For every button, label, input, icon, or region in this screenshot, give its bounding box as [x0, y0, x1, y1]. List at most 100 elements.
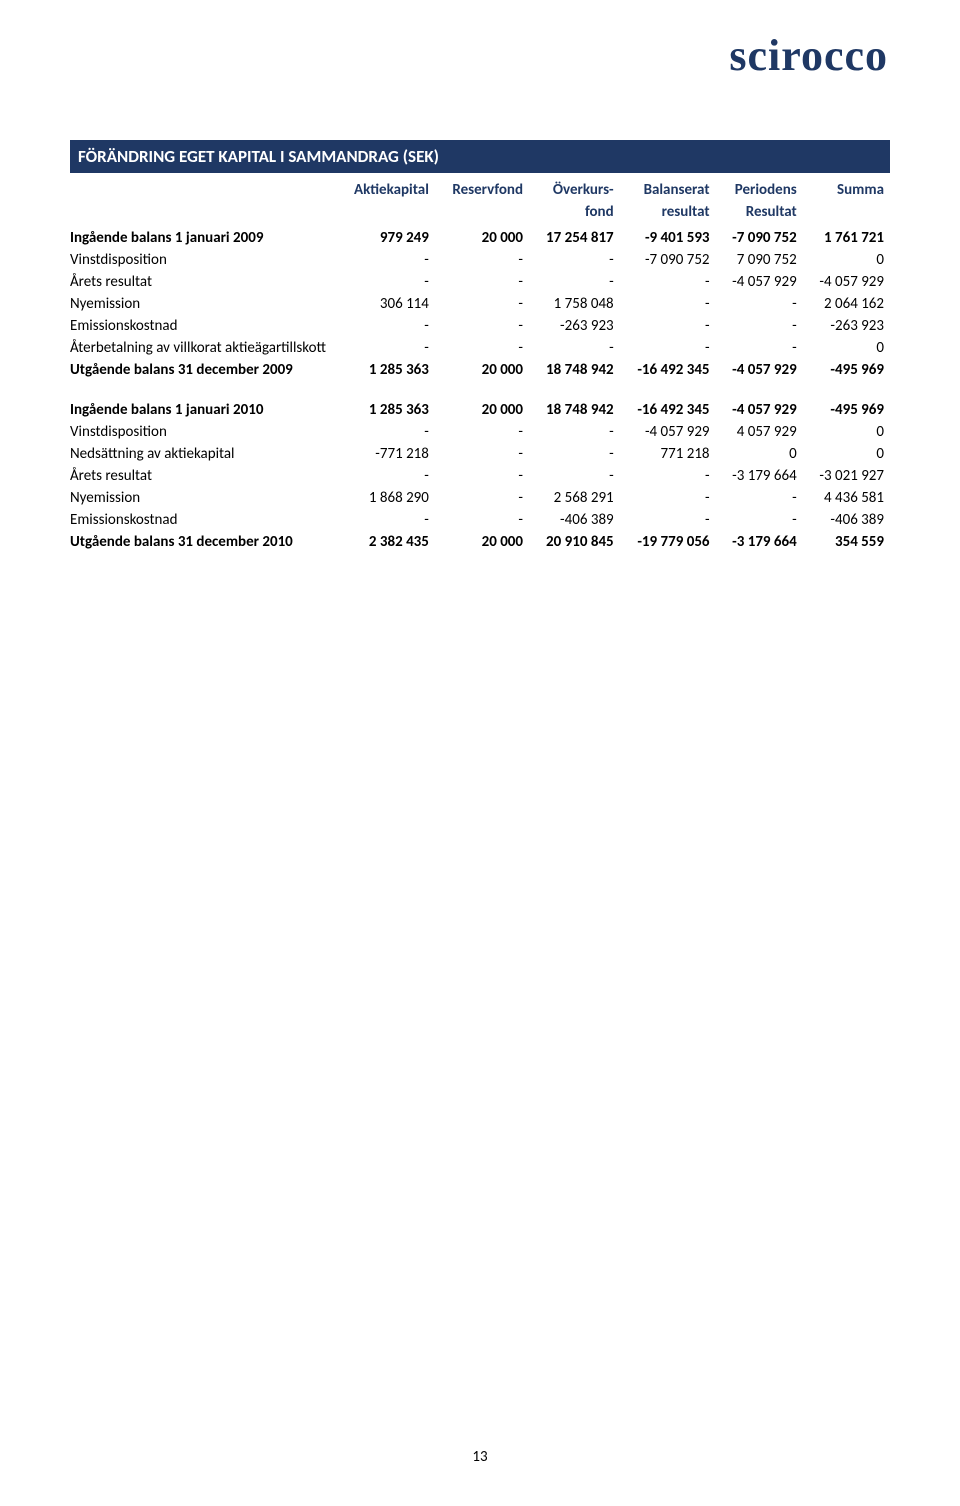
col-header-text: Periodens [735, 181, 797, 199]
col-subheader [435, 201, 529, 223]
cell-value: - [336, 509, 435, 531]
cell-value: 0 [803, 337, 890, 359]
col-subheader-text: Resultat [746, 203, 797, 221]
table-row: Årets resultat-----4 057 929-4 057 929 [70, 271, 890, 293]
brand-logo: scirocco [729, 30, 888, 81]
cell-value: 1 761 721 [803, 227, 890, 249]
cell-value: - [529, 443, 620, 465]
cell-value: - [620, 337, 716, 359]
cell-value: 20 000 [435, 359, 529, 381]
cell-value: 18 748 942 [529, 359, 620, 381]
cell-value: - [529, 421, 620, 443]
cell-value: - [336, 421, 435, 443]
cell-value: -7 090 752 [620, 249, 716, 271]
cell-value: - [435, 421, 529, 443]
col-header-text: Överkurs- [553, 181, 614, 199]
cell-value: - [435, 337, 529, 359]
cell-value: - [620, 315, 716, 337]
table-row: Ingående balans 1 januari 20101 285 3632… [70, 399, 890, 421]
col-subheader [803, 201, 890, 223]
row-label: Vinstdisposition [70, 421, 336, 443]
cell-value: -19 779 056 [620, 531, 716, 553]
cell-value: 1 285 363 [336, 359, 435, 381]
table-row: Utgående balans 31 december 20102 382 43… [70, 531, 890, 553]
cell-value: 20 000 [435, 531, 529, 553]
cell-value: 20 000 [435, 399, 529, 421]
col-header-text: Reservfond [452, 181, 523, 199]
cell-value: 7 090 752 [716, 249, 803, 271]
cell-value: - [716, 487, 803, 509]
col-subheader: resultat [620, 201, 716, 223]
section-title: FÖRÄNDRING EGET KAPITAL I SAMMANDRAG (SE… [70, 140, 890, 173]
cell-value: 4 057 929 [716, 421, 803, 443]
table-row: Utgående balans 31 december 20091 285 36… [70, 359, 890, 381]
cell-value: - [529, 465, 620, 487]
cell-value: 0 [803, 421, 890, 443]
cell-value: -3 179 664 [716, 531, 803, 553]
col-subheader-text: resultat [662, 203, 710, 221]
cell-value: -495 969 [803, 359, 890, 381]
cell-value: - [435, 315, 529, 337]
cell-value: 1 868 290 [336, 487, 435, 509]
cell-value: 354 559 [803, 531, 890, 553]
row-label: Årets resultat [70, 465, 336, 487]
page-number: 13 [0, 1448, 960, 1466]
cell-value: - [336, 465, 435, 487]
row-label: Årets resultat [70, 271, 336, 293]
cell-value: -7 090 752 [716, 227, 803, 249]
cell-value: - [435, 465, 529, 487]
cell-value: -16 492 345 [620, 359, 716, 381]
table-row: Emissionskostnad---263 923---263 923 [70, 315, 890, 337]
col-header-text: Summa [837, 181, 884, 199]
col-subheader: Resultat [716, 201, 803, 223]
cell-value: - [435, 509, 529, 531]
cell-value: 979 249 [336, 227, 435, 249]
cell-value: 2 064 162 [803, 293, 890, 315]
col-subheader: fond [529, 201, 620, 223]
table-row: Ingående balans 1 januari 2009979 24920 … [70, 227, 890, 249]
equity-change-table: Aktiekapital Reservfond Överkurs- Balans… [70, 179, 890, 553]
row-label: Nedsättning av aktiekapital [70, 443, 336, 465]
cell-value: - [435, 249, 529, 271]
cell-value: - [529, 337, 620, 359]
cell-value: 2 382 435 [336, 531, 435, 553]
page: scirocco FÖRÄNDRING EGET KAPITAL I SAMMA… [0, 0, 960, 1506]
cell-value: - [716, 337, 803, 359]
row-label: Nyemission [70, 487, 336, 509]
table-body: Ingående balans 1 januari 2009979 24920 … [70, 227, 890, 553]
row-label: Emissionskostnad [70, 315, 336, 337]
cell-value: -16 492 345 [620, 399, 716, 421]
cell-value: - [435, 293, 529, 315]
col-header: Balanserat [620, 179, 716, 201]
col-subheader-text: fond [585, 203, 614, 221]
cell-value: -4 057 929 [803, 271, 890, 293]
cell-value: - [336, 337, 435, 359]
col-header: Summa [803, 179, 890, 201]
cell-value: -4 057 929 [716, 399, 803, 421]
col-header: Reservfond [435, 179, 529, 201]
table-row: Återbetalning av villkorat aktieägartill… [70, 337, 890, 359]
table-row: Emissionskostnad---406 389---406 389 [70, 509, 890, 531]
row-label: Återbetalning av villkorat aktieägartill… [70, 337, 336, 359]
cell-value: -406 389 [803, 509, 890, 531]
cell-value: 20 000 [435, 227, 529, 249]
cell-value: - [620, 293, 716, 315]
col-header-text: Balanserat [644, 181, 710, 199]
cell-value: 20 910 845 [529, 531, 620, 553]
cell-value: - [336, 315, 435, 337]
cell-value: - [716, 293, 803, 315]
cell-value: 17 254 817 [529, 227, 620, 249]
cell-value: 2 568 291 [529, 487, 620, 509]
table-row: Nedsättning av aktiekapital-771 218--771… [70, 443, 890, 465]
cell-value: - [435, 487, 529, 509]
cell-value: -3 179 664 [716, 465, 803, 487]
row-label: Utgående balans 31 december 2009 [70, 359, 336, 381]
cell-value: -4 057 929 [716, 359, 803, 381]
table-row [70, 381, 890, 399]
cell-value: 771 218 [620, 443, 716, 465]
row-label: Vinstdisposition [70, 249, 336, 271]
cell-value: - [620, 509, 716, 531]
col-header-text: Aktiekapital [354, 181, 429, 199]
cell-value: -263 923 [529, 315, 620, 337]
row-label: Utgående balans 31 december 2010 [70, 531, 336, 553]
